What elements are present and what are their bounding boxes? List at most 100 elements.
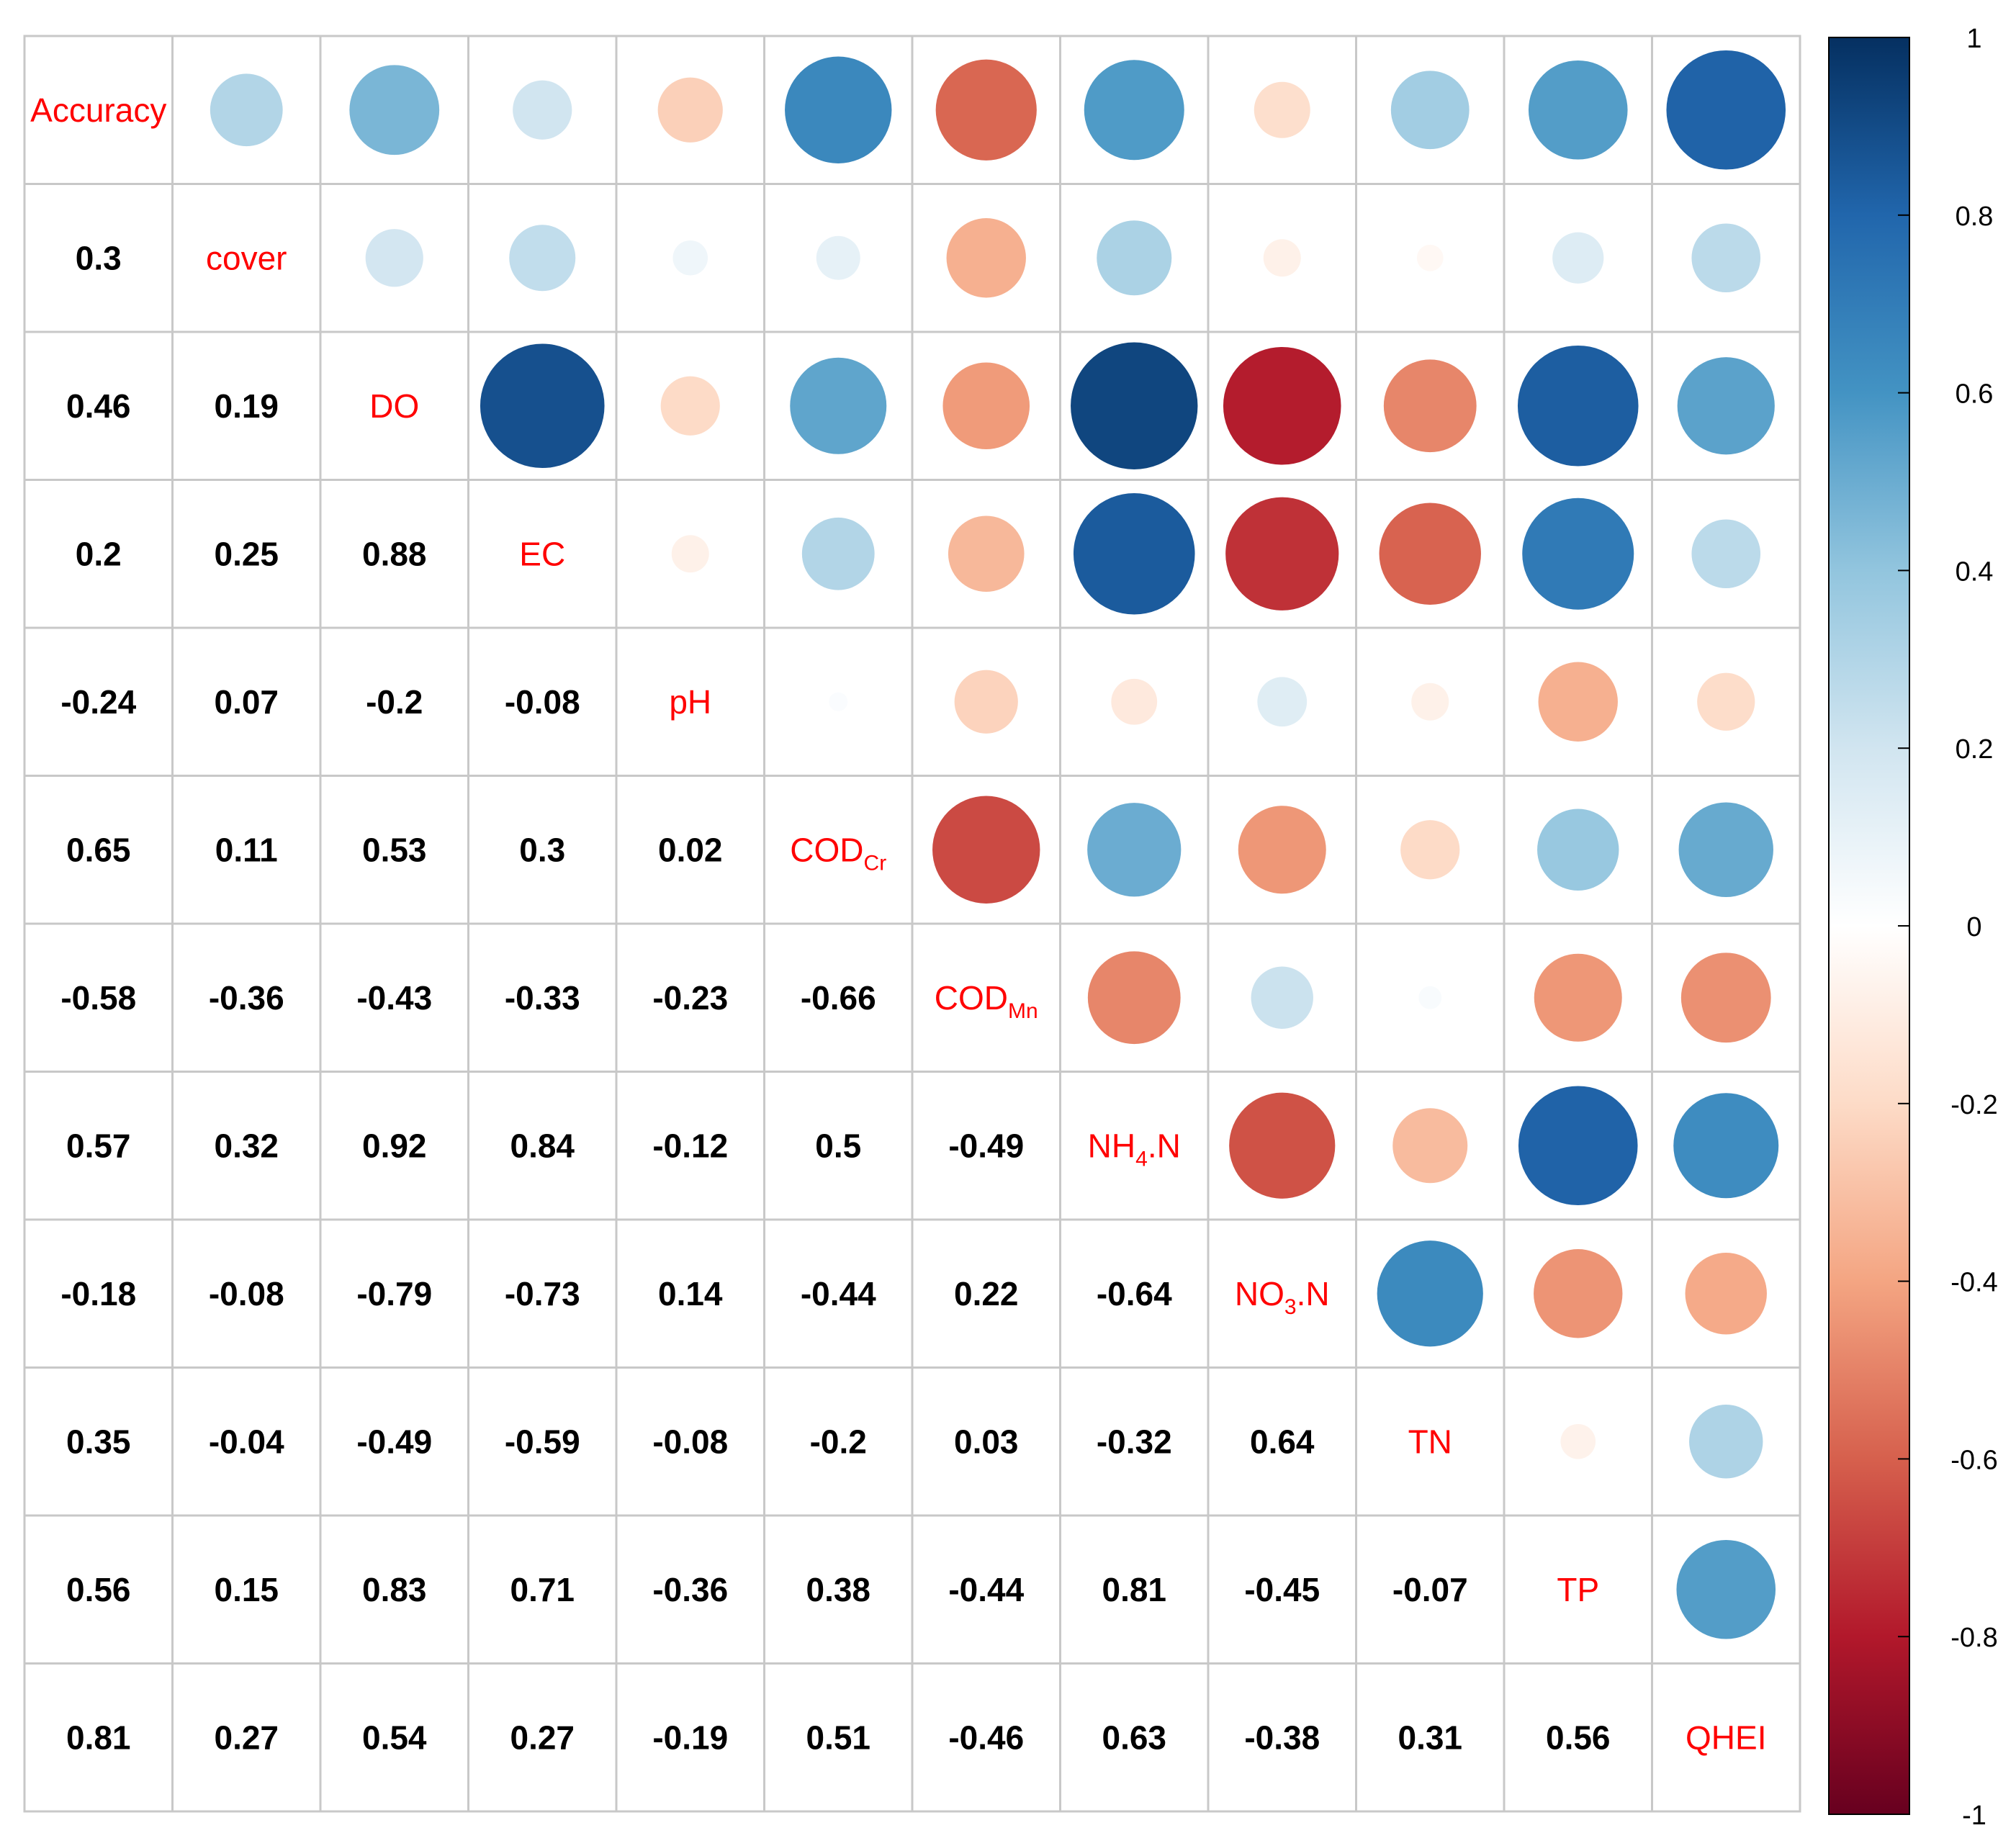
variable-label: TN (1408, 1423, 1452, 1460)
correlation-circle (1251, 966, 1313, 1029)
colorbar-tick-label: -0.2 (1950, 1090, 1997, 1120)
correlation-circle (1528, 60, 1628, 160)
coefficient-label: -0.44 (948, 1571, 1024, 1608)
coefficient-label: -0.12 (652, 1127, 728, 1164)
correlation-circle (1263, 239, 1301, 277)
correlation-circle (816, 235, 860, 280)
correlation-circle (1377, 1240, 1483, 1347)
colorbar-tick-label: -1 (1962, 1801, 1986, 1831)
coefficient-label: -0.64 (1097, 1275, 1172, 1312)
coefficient-label: -0.36 (652, 1571, 728, 1608)
coefficient-label: -0.43 (356, 979, 432, 1017)
coefficient-label: 0.3 (76, 239, 122, 276)
coefficient-label: -0.36 (209, 979, 284, 1017)
colorbar-tick-label: -0.6 (1950, 1445, 1997, 1475)
correlation-circle (1534, 953, 1622, 1042)
coefficient-label: -0.04 (209, 1423, 284, 1460)
coefficient-label: -0.2 (810, 1423, 867, 1460)
correlation-circle (1680, 952, 1771, 1043)
coefficient-label: 0.11 (215, 831, 278, 868)
coefficient-label: 0.32 (214, 1127, 279, 1164)
correlation-circle (932, 796, 1040, 904)
matrix-grid: Accuracy 0.3 cover 0.46 0.19 DO 0.2 0.25 0.88 EC -… (23, 35, 1801, 1813)
correlation-circle (1084, 60, 1184, 161)
variable-label: NO3.N (1235, 1275, 1330, 1319)
coefficient-label: -0.32 (1097, 1423, 1172, 1460)
coefficient-label: 0.83 (362, 1571, 427, 1608)
correlation-circle (1073, 492, 1195, 615)
coefficient-label: 0.56 (66, 1571, 131, 1608)
correlation-circle (1111, 678, 1158, 725)
coefficient-label: 0.14 (658, 1275, 723, 1312)
correlation-circle (1534, 1249, 1623, 1338)
coefficient-label: 0.53 (362, 831, 427, 868)
coefficient-label: 0.84 (510, 1127, 575, 1164)
coefficient-label: -0.08 (209, 1275, 284, 1312)
coefficient-label: 0.15 (214, 1571, 279, 1608)
correlation-circle (790, 357, 887, 454)
correlation-circle (1225, 497, 1339, 611)
correlation-circle (660, 376, 720, 436)
correlation-circle (1392, 1108, 1468, 1184)
correlation-circle (1552, 232, 1604, 284)
coefficient-label: -0.59 (505, 1423, 580, 1460)
coefficient-label: 0.81 (1102, 1571, 1166, 1608)
coefficient-label: 0.81 (66, 1719, 131, 1756)
coefficient-label: 0.64 (1250, 1423, 1315, 1460)
coefficient-label: -0.08 (652, 1423, 728, 1460)
correlation-circle (1689, 1405, 1763, 1479)
coefficient-label: -0.58 (60, 979, 136, 1017)
correlation-circle (1238, 806, 1326, 894)
coefficient-label: 0.31 (1398, 1719, 1462, 1756)
correlation-circle (1257, 677, 1308, 727)
coefficient-label: -0.44 (801, 1275, 876, 1312)
coefficient-label: 0.63 (1102, 1719, 1166, 1756)
correlation-circle (1522, 497, 1634, 610)
correlation-circle (829, 692, 848, 711)
correlation-circle (935, 59, 1037, 161)
coefficient-label: 0.92 (362, 1127, 427, 1164)
colorbar-tick-label: 0.2 (1956, 734, 1994, 765)
correlation-circle (1677, 357, 1775, 455)
colorbar: 1 0.8 0.6 0.4 0.2 0 -0.2 -0.4 -0.6 -0.8 -1 (1828, 24, 1998, 1831)
variable-label: QHEI (1686, 1719, 1766, 1756)
coefficient-label: 0.46 (66, 387, 131, 425)
correlation-circle (1538, 662, 1618, 742)
correlation-circle (785, 56, 892, 163)
coefficient-label: -0.08 (505, 683, 580, 721)
variable-label: NH4.N (1088, 1127, 1181, 1171)
correlation-circle (1383, 359, 1477, 453)
correlation-circle (1676, 1539, 1776, 1639)
correlation-circle (1379, 503, 1481, 605)
coefficient-label: -0.33 (505, 979, 580, 1017)
correlation-circle (480, 343, 605, 469)
correlation-circle (1697, 672, 1755, 731)
coefficient-label: 0.54 (362, 1719, 427, 1756)
coefficient-label: -0.49 (356, 1423, 432, 1460)
correlation-circle (1537, 809, 1619, 891)
variable-label: Accuracy (30, 91, 166, 129)
coefficient-label: -0.38 (1244, 1719, 1320, 1756)
correlation-circle (1254, 81, 1310, 138)
variable-label: TP (1557, 1571, 1599, 1608)
coefficient-label: 0.35 (66, 1423, 131, 1460)
coefficient-label: 0.03 (954, 1423, 1019, 1460)
coefficient-label: -0.45 (1244, 1571, 1320, 1608)
correlation-circle (801, 517, 875, 590)
correlation-circle (365, 229, 423, 287)
variable-label: CODCr (790, 831, 886, 875)
correlation-circle (657, 77, 723, 143)
correlation-circle (509, 225, 576, 292)
correlation-circle (946, 218, 1026, 298)
coefficient-label: -0.18 (60, 1275, 136, 1312)
coefficient-label: -0.19 (652, 1719, 728, 1756)
correlation-circle (942, 362, 1030, 450)
coefficient-label: 0.07 (214, 683, 279, 721)
correlation-circle (1666, 50, 1786, 170)
correlation-circle (1678, 802, 1773, 897)
correlation-circle (1097, 220, 1172, 296)
coefficient-label: -0.79 (356, 1275, 432, 1312)
coefficient-label: 0.25 (214, 535, 279, 572)
correlation-circle (1416, 244, 1444, 271)
